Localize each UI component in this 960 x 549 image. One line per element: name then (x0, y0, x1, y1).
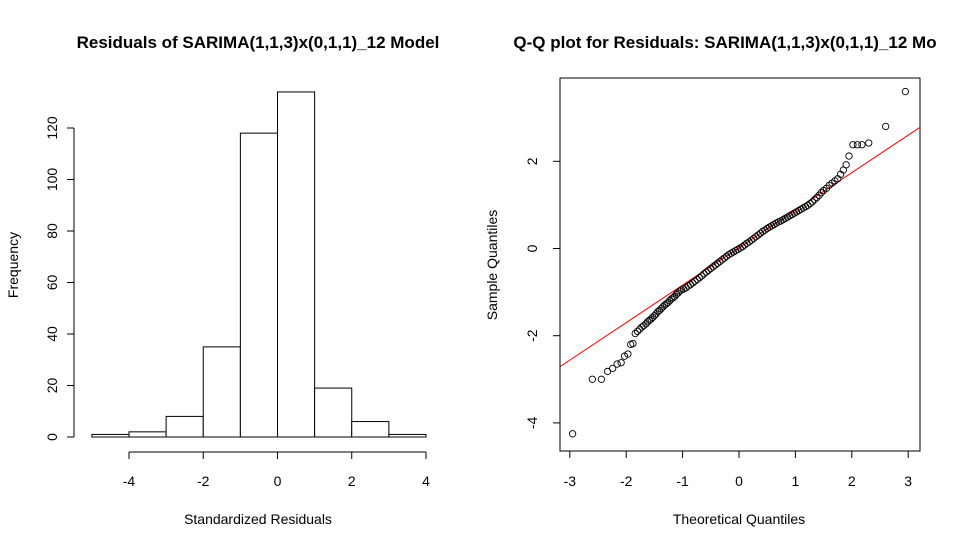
qq-point (815, 191, 823, 199)
qq-x-tick-label: -1 (676, 473, 689, 489)
qq-point (676, 287, 684, 295)
qq-point (713, 259, 722, 267)
qq-point (695, 274, 704, 282)
histogram-bar (91, 433, 130, 438)
qq-point (804, 201, 812, 209)
histogram-x-tick-label: 0 (274, 473, 282, 489)
qq-point (901, 87, 910, 96)
qq-point (808, 198, 816, 206)
histogram-x-label: Standardized Residuals (184, 511, 332, 527)
qq-point (704, 266, 713, 274)
qq-point (631, 329, 639, 338)
qq-point (718, 256, 726, 264)
qq-point (745, 238, 753, 246)
qq-point (633, 327, 642, 335)
histogram-bar (388, 433, 427, 438)
qq-point (842, 161, 850, 169)
qq-x-tick-label: 0 (735, 473, 743, 489)
qq-point (853, 141, 862, 149)
qq-point (691, 277, 699, 285)
qq-point (711, 261, 719, 269)
qq-point (640, 322, 648, 330)
histogram-bar (202, 346, 241, 438)
qq-plot-frame (559, 77, 921, 452)
qq-point (752, 233, 760, 241)
histogram-y-tick-label: 40 (44, 326, 60, 342)
histogram-x-tick-label: 2 (348, 473, 356, 489)
qq-plot-chart: Q-Q plot for Residuals: SARIMA(1,1,3)x(0… (484, 33, 937, 527)
histogram-y-tick-label: 20 (44, 378, 60, 394)
histogram-bar (351, 421, 390, 438)
qq-point (693, 275, 701, 284)
qq-x-label: Theoretical Quantiles (673, 511, 805, 527)
qq-x-tick-label: -2 (620, 473, 633, 489)
histogram-y-tick-label: 100 (44, 168, 60, 192)
qq-point (609, 364, 617, 373)
qq-y-tick-label: -2 (524, 329, 540, 342)
qq-point (747, 236, 756, 244)
qq-points (568, 87, 910, 438)
histogram-bar (239, 132, 278, 438)
qq-point (738, 243, 747, 251)
histogram-x-axis: -4 -2 0 2 4 (123, 451, 430, 489)
histogram-bar (128, 431, 167, 438)
qq-plot-title: Q-Q plot for Residuals: SARIMA(1,1,3)x(0… (513, 33, 936, 52)
qq-point (700, 270, 708, 278)
histogram-y-tick-label: 120 (44, 116, 60, 140)
qq-x-axis: -3 -2 -1 0 1 2 3 (564, 450, 912, 489)
histogram-bars (91, 91, 427, 438)
qq-point (702, 268, 710, 276)
qq-point (597, 375, 606, 383)
qq-point (845, 152, 853, 160)
qq-point (624, 350, 632, 358)
histogram-y-tick-label: 80 (44, 223, 60, 239)
qq-point (813, 193, 821, 202)
histogram-bar (314, 387, 353, 438)
qq-point (858, 141, 866, 149)
histogram-y-tick-label: 0 (44, 433, 60, 441)
histogram-y-label: Frequency (5, 232, 21, 298)
qq-y-label: Sample Quantiles (484, 210, 500, 321)
qq-x-tick-label: 3 (904, 473, 912, 489)
qq-y-tick-label: 0 (524, 244, 540, 252)
histogram-x-tick-label: -2 (197, 473, 210, 489)
qq-point (629, 339, 637, 348)
qq-point (617, 359, 625, 367)
qq-x-tick-label: 1 (792, 473, 800, 489)
qq-point (817, 189, 825, 197)
histogram-x-tick-label: 4 (422, 473, 430, 489)
qq-point (720, 254, 728, 262)
qq-point (865, 139, 873, 147)
qq-point (698, 272, 706, 280)
qq-point (588, 375, 597, 383)
histogram-bar (277, 91, 316, 438)
histogram-x-tick-label: -4 (123, 473, 136, 489)
histogram-title: Residuals of SARIMA(1,1,3)x(0,1,1)_12 Mo… (77, 33, 440, 52)
qq-point (750, 234, 758, 243)
qq-point (754, 231, 762, 239)
qq-y-axis: -4 -2 0 2 (524, 157, 561, 429)
qq-point (709, 263, 717, 271)
qq-point (881, 122, 890, 131)
qq-point (568, 430, 577, 438)
qq-x-tick-label: 2 (848, 473, 856, 489)
qq-point (716, 257, 724, 266)
histogram-bar (165, 415, 204, 438)
qq-point (810, 196, 819, 204)
qq-point (613, 360, 621, 368)
qq-y-tick-label: 2 (524, 157, 540, 165)
qq-point (707, 264, 715, 273)
qq-x-tick-label: -3 (564, 473, 577, 489)
histogram-y-axis: 0 20 40 60 80 100 120 (44, 116, 75, 441)
qq-point (849, 141, 857, 149)
qq-point (686, 281, 695, 289)
qq-y-tick-label: -4 (524, 416, 540, 429)
histogram-chart: Residuals of SARIMA(1,1,3)x(0,1,1)_12 Mo… (5, 33, 439, 527)
qq-point (689, 279, 697, 287)
qq-point (806, 199, 814, 208)
histogram-y-tick-label: 60 (44, 275, 60, 291)
